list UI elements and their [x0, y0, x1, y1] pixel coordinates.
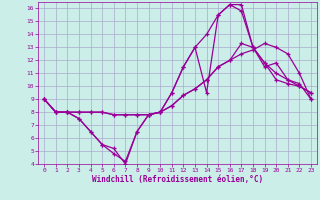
X-axis label: Windchill (Refroidissement éolien,°C): Windchill (Refroidissement éolien,°C)	[92, 175, 263, 184]
